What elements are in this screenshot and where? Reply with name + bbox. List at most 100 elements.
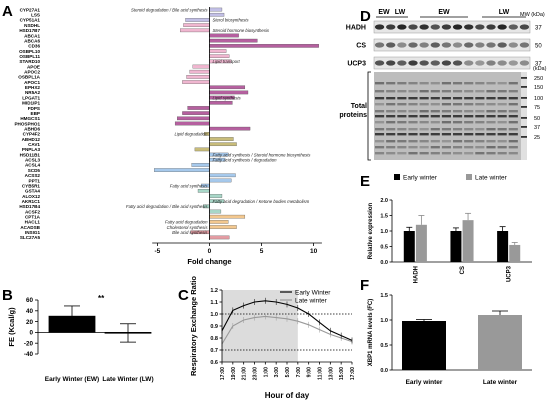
- x-tick-label: 0: [208, 248, 212, 255]
- group-label: EW: [438, 9, 450, 16]
- y-ticks: 0.6 0.7 0.8 0.9 1.0 1.1 1.2: [210, 288, 222, 366]
- gel-band: [464, 103, 474, 106]
- gene-label: APOC2: [24, 70, 40, 75]
- blot-band: [464, 24, 474, 30]
- gel-band: [497, 146, 507, 149]
- blot-band: [464, 60, 474, 66]
- blot-band: [519, 60, 530, 66]
- blot-band: [508, 24, 518, 30]
- pathway-label: Steroid hormone biosynthesis: [212, 28, 269, 33]
- gel-band: [508, 103, 518, 106]
- gel-band: [497, 115, 507, 118]
- ladder-band: [521, 77, 527, 79]
- gene-label: INSIG1: [25, 230, 41, 235]
- gene-label: FDPS: [28, 106, 40, 111]
- gel-band: [419, 140, 429, 143]
- gel-band: [375, 121, 385, 124]
- gel-band: [486, 82, 496, 85]
- x-tick-label: 17:00: [220, 367, 226, 380]
- x-tick-label: 1:00: [263, 367, 269, 377]
- gene-label: EPHX2: [25, 85, 41, 90]
- panel-letter-c: C: [178, 287, 189, 304]
- pathway-label: Fatty acid synthesis: [170, 183, 209, 188]
- gel-band: [408, 110, 418, 113]
- blot-band: [486, 60, 496, 66]
- x-tick-label: 19:00: [231, 367, 237, 380]
- blot-strip: [373, 38, 531, 52]
- gel-band: [464, 110, 474, 113]
- fold-change-bar: [209, 49, 227, 53]
- gel-band: [497, 103, 507, 106]
- ladder-marker-label: 250: [534, 76, 543, 82]
- gel-band: [475, 97, 485, 100]
- gene-label: CYP27A1: [20, 7, 41, 12]
- blot-band: [486, 42, 496, 48]
- gel-band: [497, 128, 507, 131]
- x-tick-label: 21:00: [242, 367, 248, 380]
- y-tick-label: 2.0: [380, 198, 388, 204]
- gel-band: [408, 140, 418, 143]
- gel-band: [375, 140, 385, 143]
- gene-label: HSD11B1: [20, 152, 41, 157]
- protein-label: UCP3: [347, 61, 366, 68]
- fold-change-bar: [209, 126, 251, 131]
- gel-band: [430, 90, 440, 93]
- y-axis-label: Relative expression: [368, 202, 374, 259]
- fold-change-bar: [182, 111, 210, 115]
- y-tick-label: 0.8: [210, 336, 218, 342]
- gene-label: HSD17B7: [19, 28, 40, 33]
- blot-band: [519, 24, 530, 30]
- category-label: CS: [460, 266, 466, 274]
- gel-band: [508, 152, 518, 155]
- gel-band: [441, 82, 451, 85]
- fold-change-bar: [209, 12, 225, 17]
- ladder-band: [521, 106, 527, 108]
- protein-label: HADH: [346, 25, 366, 32]
- gel-band: [419, 133, 429, 136]
- gene-label: OSBPL10: [19, 49, 40, 54]
- blot-band: [497, 24, 507, 30]
- gel-band: [397, 110, 407, 113]
- gene-label: HMGCS1: [20, 116, 40, 121]
- x-tick-label: -5: [155, 248, 161, 255]
- gel-band: [497, 110, 507, 113]
- blot-band: [464, 42, 474, 48]
- gel-band: [464, 128, 474, 131]
- blot-band: [497, 60, 507, 66]
- legend: Early winter Late winter: [394, 174, 508, 182]
- fold-change-bar: [180, 28, 210, 33]
- gel-band: [453, 82, 463, 85]
- fold-change-bar: [209, 178, 232, 183]
- gel-band: [386, 146, 396, 149]
- gel-band: [386, 133, 396, 136]
- gene-label: PHOSPHO1: [14, 121, 40, 126]
- gel-band: [386, 121, 396, 124]
- y-ticks: 0.0 0.5 1.0 1.5 2.0: [380, 198, 392, 266]
- blot-band: [386, 60, 396, 66]
- gene-label: ABHD12: [22, 137, 41, 142]
- blot-band: [408, 60, 418, 66]
- gel-band: [397, 121, 407, 124]
- gene-label: PNPLA3: [22, 147, 41, 152]
- x-tick-label: 5: [260, 248, 264, 255]
- gel-band: [430, 115, 440, 118]
- gel-band: [375, 146, 385, 149]
- panel-letter-b: B: [2, 287, 13, 304]
- pathway-label: Bile acid synthesis: [172, 230, 208, 235]
- fold-change-bar: [209, 44, 319, 48]
- x-tick-label: 10: [310, 248, 318, 255]
- gel-band: [453, 146, 463, 149]
- gel-band: [386, 82, 396, 85]
- gel-band: [453, 110, 463, 113]
- fold-change-bar: [183, 23, 210, 27]
- gene-label: STARD10: [19, 59, 40, 64]
- blot-band: [441, 24, 452, 30]
- fold-change-bar: [209, 54, 230, 58]
- gene-label: CD36: [28, 44, 40, 49]
- blot-band: [441, 60, 452, 66]
- gel-band: [397, 140, 407, 143]
- gel-band: [408, 152, 418, 155]
- protein-blots: HADH 37 CS 50 UCP3 37: [346, 20, 542, 70]
- pathway-label: Lipid degradation: [174, 132, 208, 137]
